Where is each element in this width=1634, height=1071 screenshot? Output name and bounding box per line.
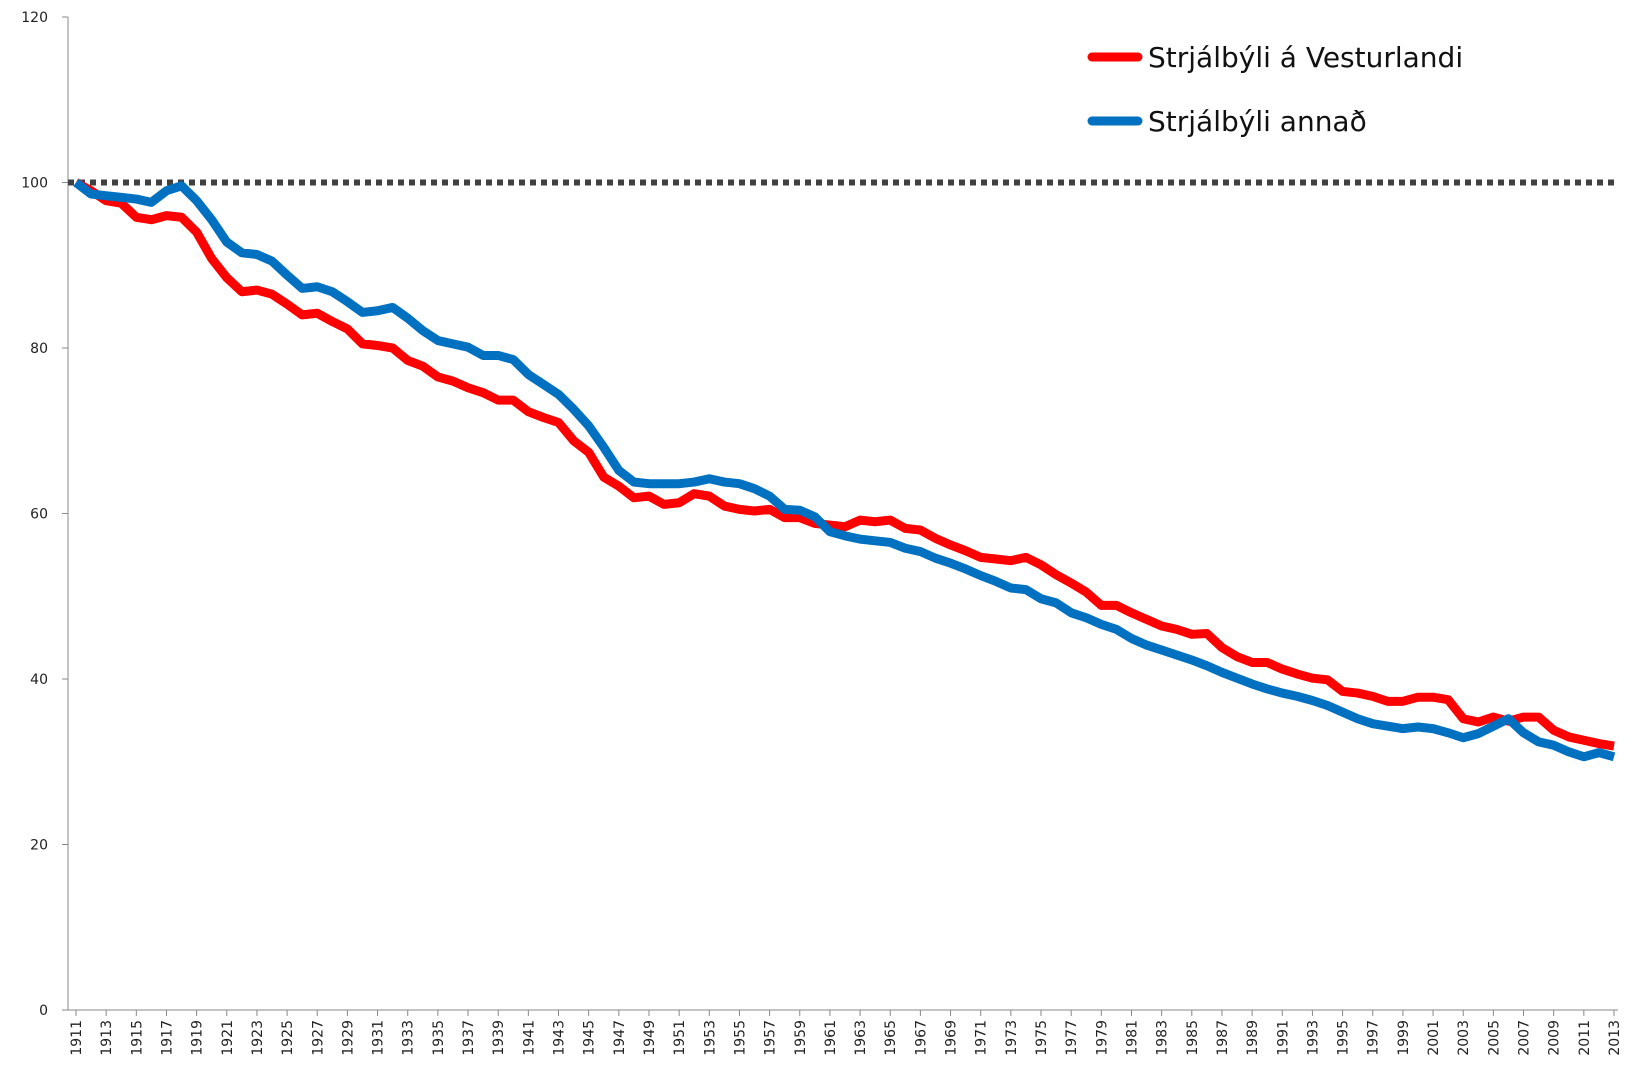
x-tick-label: 1911 xyxy=(69,1020,85,1056)
y-tick-label: 40 xyxy=(30,672,48,688)
x-tick-label: 1971 xyxy=(974,1020,990,1056)
x-tick-label: 1965 xyxy=(883,1020,899,1056)
x-tick-label: 1963 xyxy=(853,1020,869,1056)
x-tick-label: 1917 xyxy=(159,1020,175,1056)
x-tick-label: 1989 xyxy=(1245,1020,1261,1056)
x-tick-label: 1955 xyxy=(732,1020,748,1056)
x-tick-label: 1991 xyxy=(1275,1020,1291,1056)
x-tick-label: 1977 xyxy=(1064,1020,1080,1056)
x-tick-label: 2005 xyxy=(1486,1020,1502,1056)
x-tick-label: 1947 xyxy=(612,1020,628,1056)
x-tick-label: 1951 xyxy=(672,1020,688,1056)
x-tick-label: 1949 xyxy=(642,1020,658,1056)
x-tick-label: 2003 xyxy=(1456,1020,1472,1056)
x-tick-label: 1941 xyxy=(521,1020,537,1056)
x-tick-label: 1997 xyxy=(1366,1020,1382,1056)
y-tick-label: 20 xyxy=(30,838,48,854)
x-tick-label: 2009 xyxy=(1547,1020,1563,1056)
x-tick-label: 1921 xyxy=(220,1020,236,1056)
x-tick-label: 2013 xyxy=(1607,1020,1623,1056)
x-tick-label: 1935 xyxy=(431,1020,447,1056)
x-tick-label: 1961 xyxy=(823,1020,839,1056)
x-tick-label: 1995 xyxy=(1336,1020,1352,1056)
legend-label: Strjálbýli annað xyxy=(1148,105,1367,138)
y-tick-label: 0 xyxy=(39,1003,48,1019)
x-tick-label: 1929 xyxy=(340,1020,356,1056)
x-tick-label: 1913 xyxy=(99,1020,115,1056)
x-tick-label: 1939 xyxy=(491,1020,507,1056)
x-tick-label: 1969 xyxy=(944,1020,960,1056)
series-line xyxy=(73,178,1615,751)
x-tick-label: 1931 xyxy=(371,1020,387,1056)
x-tick-label: 1943 xyxy=(552,1020,568,1056)
legend-label: Strjálbýli á Vesturlandi xyxy=(1148,41,1463,74)
x-tick-label: 1933 xyxy=(401,1020,417,1056)
y-tick-label: 100 xyxy=(21,176,48,192)
y-tick-label: 60 xyxy=(30,507,48,523)
x-tick-label: 1945 xyxy=(582,1020,598,1056)
x-tick-label: 1975 xyxy=(1034,1020,1050,1056)
x-tick-label: 1957 xyxy=(763,1020,779,1056)
x-tick-label: 2001 xyxy=(1426,1020,1442,1056)
x-tick-label: 1981 xyxy=(1124,1020,1140,1056)
x-tick-label: 1973 xyxy=(1004,1020,1020,1056)
y-tick-label: 80 xyxy=(30,341,48,357)
x-tick-label: 1983 xyxy=(1155,1020,1171,1056)
x-tick-label: 2011 xyxy=(1577,1020,1593,1056)
x-tick-label: 1985 xyxy=(1185,1020,1201,1056)
x-tick-label: 1927 xyxy=(310,1020,326,1056)
x-tick-label: 1953 xyxy=(702,1020,718,1056)
x-tick-label: 1937 xyxy=(461,1020,477,1056)
x-tick-label: 1959 xyxy=(793,1020,809,1056)
x-tick-label: 1967 xyxy=(913,1020,929,1056)
x-tick-label: 1979 xyxy=(1094,1020,1110,1056)
y-tick-label: 120 xyxy=(21,10,48,26)
x-tick-label: 1925 xyxy=(280,1020,296,1056)
x-tick-label: 1919 xyxy=(190,1020,206,1056)
x-tick-label: 1993 xyxy=(1305,1020,1321,1056)
x-tick-label: 1915 xyxy=(129,1020,145,1056)
x-tick-label: 1987 xyxy=(1215,1020,1231,1056)
series-line xyxy=(73,178,1616,762)
x-tick-label: 1999 xyxy=(1396,1020,1412,1056)
x-tick-label: 2007 xyxy=(1517,1020,1533,1056)
x-tick-label: 1923 xyxy=(250,1020,266,1056)
